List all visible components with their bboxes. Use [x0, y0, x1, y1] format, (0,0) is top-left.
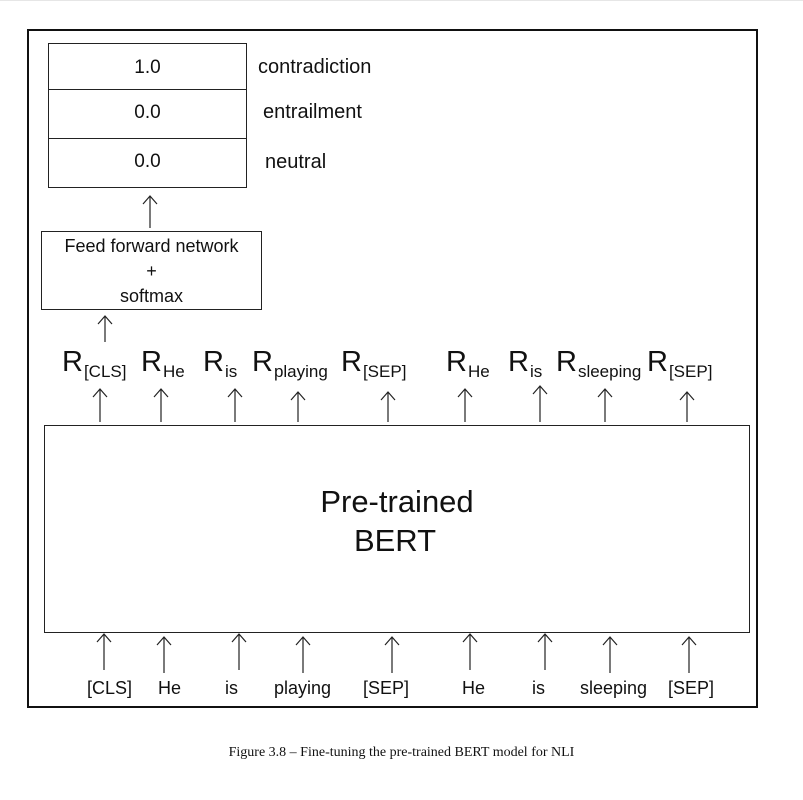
rep-is-1: Ris	[203, 346, 237, 382]
output-table: 1.0 0.0 0.0	[48, 43, 247, 188]
output-row-divider	[49, 89, 246, 90]
arrow-bert-to-rep	[380, 391, 396, 422]
label-neutral: neutral	[265, 151, 327, 173]
rep-subscript: He	[467, 362, 490, 381]
rep-letter: R	[252, 346, 273, 378]
ffn-line-2: +	[146, 261, 157, 281]
rep-playing: Rplaying	[252, 346, 328, 382]
token-sep-2: [SEP]	[668, 678, 715, 698]
feed-forward-box: Feed forward network + softmax	[41, 231, 262, 310]
arrow-token-to-bert	[462, 633, 478, 670]
rep-subscript: He	[162, 362, 185, 381]
arrow-token-to-bert	[537, 633, 553, 670]
arrow-token-to-bert	[156, 636, 172, 673]
top-divider	[0, 0, 803, 1]
token-cls: [CLS]	[87, 678, 133, 698]
output-value-neutral: 0.0	[134, 151, 161, 172]
output-value-entailment: 0.0	[134, 102, 161, 123]
arrow-bert-to-rep	[153, 388, 169, 422]
rep-subscript: is	[224, 362, 238, 381]
arrow-bert-to-rep	[457, 388, 473, 422]
token-is-1: is	[225, 678, 238, 698]
rep-sep-1: R[SEP]	[341, 346, 406, 382]
arrow-bert-to-rep	[92, 388, 108, 422]
rep-subscript: [SEP]	[668, 362, 713, 381]
arrow-bert-to-rep	[679, 391, 695, 422]
ffn-line-1: Feed forward network	[64, 236, 239, 256]
rep-cls: R[CLS]	[62, 346, 126, 382]
rep-letter: R	[508, 346, 529, 378]
rep-letter: R	[556, 346, 577, 378]
rep-letter: R	[647, 346, 668, 378]
rep-letter: R	[203, 346, 224, 378]
rep-subscript: sleeping	[577, 362, 642, 381]
rep-he-1: RHe	[141, 346, 185, 382]
token-playing: playing	[274, 678, 332, 698]
figure-caption: Figure 3.8 – Fine-tuning the pre-trained…	[228, 745, 575, 760]
rep-is-2: Ris	[508, 346, 542, 382]
diagram-frame	[27, 29, 758, 708]
ffn-line-3: softmax	[119, 286, 184, 306]
bert-box: Pre-trained BERT	[44, 425, 750, 633]
arrow-bert-to-rep	[227, 388, 243, 422]
rep-subscript: is	[529, 362, 543, 381]
arrow-token-to-bert	[602, 636, 618, 673]
rep-letter: R	[141, 346, 162, 378]
arrow-bert-to-rep	[532, 385, 548, 422]
arrow-token-to-bert	[681, 636, 697, 673]
output-row-divider	[49, 138, 246, 139]
token-he-2: He	[462, 678, 486, 698]
rep-he-2: RHe	[446, 346, 490, 382]
token-he-1: He	[158, 678, 182, 698]
rep-letter: R	[341, 346, 362, 378]
arrow-token-to-bert	[384, 636, 400, 673]
arrow-token-to-bert	[295, 636, 311, 673]
arrow-cls-to-ffn	[97, 315, 113, 342]
rep-subscript: [SEP]	[362, 362, 407, 381]
arrow-bert-to-rep	[290, 391, 306, 422]
arrow-ffn-to-output	[142, 195, 158, 228]
label-contradiction: contradiction	[258, 56, 372, 78]
token-is-2: is	[532, 678, 545, 698]
arrow-token-to-bert	[96, 633, 112, 670]
token-sleeping: sleeping	[580, 678, 648, 698]
bert-title-line-2: BERT	[353, 523, 437, 558]
rep-letter: R	[62, 346, 83, 378]
rep-sleeping: Rsleeping	[556, 346, 641, 382]
rep-letter: R	[446, 346, 467, 378]
arrow-bert-to-rep	[597, 388, 613, 422]
output-value-contradiction: 1.0	[134, 57, 161, 78]
rep-subscript: playing	[273, 362, 328, 381]
token-sep-1: [SEP]	[363, 678, 410, 698]
bert-title-line-1: Pre-trained	[320, 484, 474, 519]
rep-subscript: [CLS]	[83, 362, 127, 381]
label-entailment: entrailment	[263, 101, 362, 123]
rep-sep-2: R[SEP]	[647, 346, 712, 382]
arrow-token-to-bert	[231, 633, 247, 670]
